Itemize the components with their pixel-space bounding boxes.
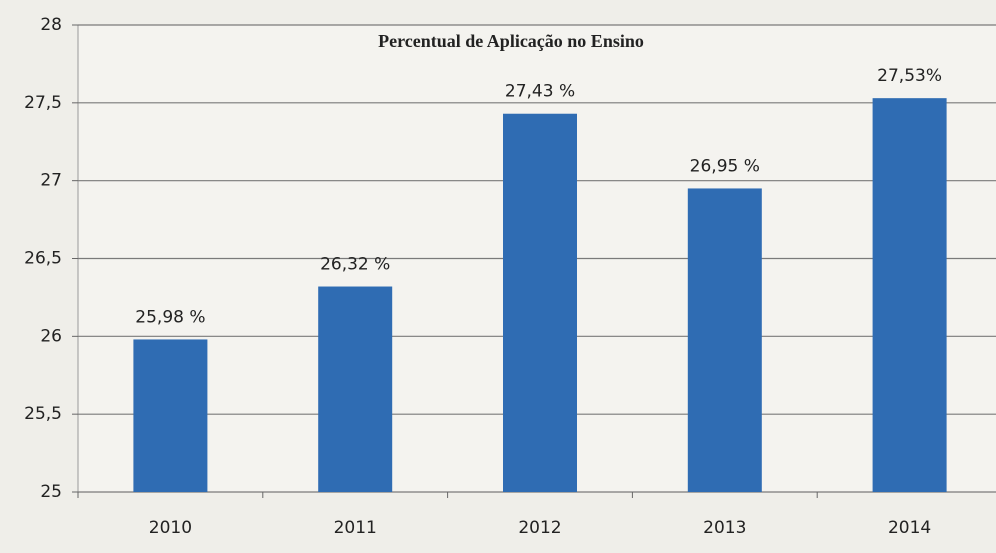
data-label: 27,43 % — [505, 82, 575, 102]
y-tick-label: 27,5 — [24, 93, 62, 113]
chart-title: Percentual de Aplicação no Ensino — [378, 31, 644, 51]
bar — [318, 286, 393, 492]
bar — [687, 188, 762, 492]
x-tick-label: 2011 — [334, 518, 377, 538]
y-tick-label: 28 — [40, 15, 62, 35]
y-tick-label: 25,5 — [24, 404, 62, 424]
x-tick-label: 2012 — [518, 518, 561, 538]
y-tick-label: 26,5 — [24, 249, 62, 269]
bar — [872, 98, 947, 492]
x-tick-label: 2014 — [888, 518, 931, 538]
x-tick-label: 2010 — [149, 518, 192, 538]
y-tick-label: 26 — [40, 326, 62, 346]
data-label: 25,98 % — [135, 307, 205, 327]
bar — [133, 339, 208, 492]
data-label: 27,53% — [877, 66, 942, 86]
bar — [503, 113, 577, 492]
y-tick-label: 27 — [40, 171, 62, 191]
data-label: 26,95 % — [690, 156, 760, 176]
data-label: 26,32 % — [320, 255, 390, 275]
y-tick-label: 25 — [40, 482, 62, 502]
x-tick-label: 2013 — [703, 518, 746, 538]
